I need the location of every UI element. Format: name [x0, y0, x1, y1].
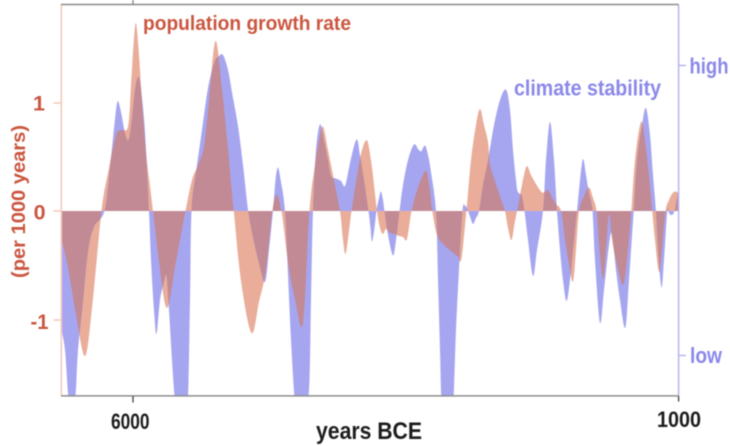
svg-text:population growth rate: population growth rate [143, 13, 351, 35]
svg-text:years BCE: years BCE [316, 418, 422, 445]
svg-text:high: high [690, 54, 729, 79]
svg-text:climate stability: climate stability [514, 76, 662, 101]
svg-text:1: 1 [33, 92, 45, 116]
svg-text:(per 1000 years): (per 1000 years) [8, 125, 30, 278]
svg-text:6000: 6000 [111, 409, 150, 434]
svg-text:low: low [690, 343, 723, 368]
svg-text:1000: 1000 [657, 407, 701, 432]
svg-text:0: 0 [34, 201, 46, 225]
svg-text:-1: -1 [31, 310, 49, 334]
